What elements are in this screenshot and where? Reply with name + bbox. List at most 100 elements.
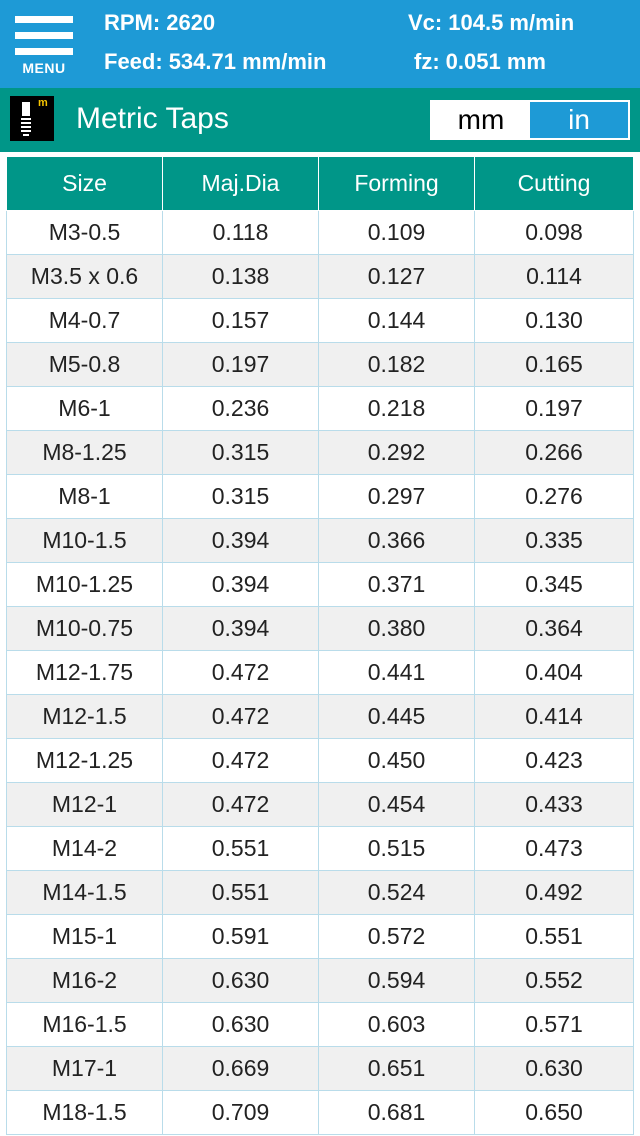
cell-forming: 0.651 — [318, 1046, 475, 1091]
table-row[interactable]: M3-0.5 0.118 0.109 0.098 — [6, 210, 634, 255]
cell-forming: 0.441 — [318, 650, 475, 695]
cell-forming: 0.127 — [318, 254, 475, 299]
cell-forming: 0.182 — [318, 342, 475, 387]
tap-icon-letter: m — [38, 97, 48, 109]
page-title: Metric Taps — [76, 102, 229, 135]
table-row[interactable]: M4-0.7 0.157 0.144 0.130 — [6, 298, 634, 343]
cell-size: M8-1 — [6, 474, 163, 519]
cell-maj-dia: 0.118 — [162, 210, 319, 255]
cell-cutting: 0.114 — [474, 254, 634, 299]
cell-cutting: 0.492 — [474, 870, 634, 915]
cell-forming: 0.572 — [318, 914, 475, 959]
cell-size: M8-1.25 — [6, 430, 163, 475]
tap-shank — [22, 102, 30, 116]
cell-size: M3.5 x 0.6 — [6, 254, 163, 299]
cell-cutting: 0.551 — [474, 914, 634, 959]
table-row[interactable]: M18-1.5 0.709 0.681 0.650 — [6, 1090, 634, 1135]
cell-maj-dia: 0.394 — [162, 606, 319, 651]
cell-cutting: 0.433 — [474, 782, 634, 827]
cell-cutting: 0.165 — [474, 342, 634, 387]
hamburger-icon — [15, 16, 73, 23]
cell-maj-dia: 0.236 — [162, 386, 319, 431]
table-row[interactable]: M12-1.5 0.472 0.445 0.414 — [6, 694, 634, 739]
cell-size: M10-0.75 — [6, 606, 163, 651]
table-row[interactable]: M5-0.8 0.197 0.182 0.165 — [6, 342, 634, 387]
cell-maj-dia: 0.394 — [162, 562, 319, 607]
cell-size: M14-1.5 — [6, 870, 163, 915]
cell-forming: 0.515 — [318, 826, 475, 871]
cell-size: M18-1.5 — [6, 1090, 163, 1135]
table-row[interactable]: M10-1.5 0.394 0.366 0.335 — [6, 518, 634, 563]
cell-maj-dia: 0.472 — [162, 650, 319, 695]
table-row[interactable]: M14-1.5 0.551 0.524 0.492 — [6, 870, 634, 915]
metric-taps-table: Size Maj.Dia Forming Cutting M3-0.5 0.118… — [6, 156, 634, 1135]
table-row[interactable]: M3.5 x 0.6 0.138 0.127 0.114 — [6, 254, 634, 299]
cell-cutting: 0.335 — [474, 518, 634, 563]
cell-forming: 0.454 — [318, 782, 475, 827]
table-row[interactable]: M10-0.75 0.394 0.380 0.364 — [6, 606, 634, 651]
rpm-label: RPM: — [104, 10, 161, 35]
unit-option-in[interactable]: in — [530, 102, 628, 138]
table-row[interactable]: M8-1.25 0.315 0.292 0.266 — [6, 430, 634, 475]
column-header-cutting[interactable]: Cutting — [474, 156, 634, 211]
cell-size: M5-0.8 — [6, 342, 163, 387]
cell-cutting: 0.423 — [474, 738, 634, 783]
vc-readout: Vc: 104.5 m/min — [408, 10, 574, 36]
cell-size: M12-1.5 — [6, 694, 163, 739]
cell-size: M3-0.5 — [6, 210, 163, 255]
cell-maj-dia: 0.630 — [162, 958, 319, 1003]
cell-cutting: 0.364 — [474, 606, 634, 651]
cell-forming: 0.450 — [318, 738, 475, 783]
cell-forming: 0.292 — [318, 430, 475, 475]
table-row[interactable]: M12-1.75 0.472 0.441 0.404 — [6, 650, 634, 695]
tap-thread — [21, 126, 31, 128]
cell-cutting: 0.630 — [474, 1046, 634, 1091]
cell-maj-dia: 0.394 — [162, 518, 319, 563]
column-header-size[interactable]: Size — [6, 156, 163, 211]
cell-size: M4-0.7 — [6, 298, 163, 343]
cell-size: M16-2 — [6, 958, 163, 1003]
table-row[interactable]: M17-1 0.669 0.651 0.630 — [6, 1046, 634, 1091]
cell-maj-dia: 0.315 — [162, 430, 319, 475]
table-row[interactable]: M16-1.5 0.630 0.603 0.571 — [6, 1002, 634, 1047]
cell-cutting: 0.130 — [474, 298, 634, 343]
vc-label: Vc: — [408, 10, 443, 35]
cell-maj-dia: 0.630 — [162, 1002, 319, 1047]
table-row[interactable]: M12-1 0.472 0.454 0.433 — [6, 782, 634, 827]
menu-label: MENU — [22, 60, 66, 76]
table-row[interactable]: M6-1 0.236 0.218 0.197 — [6, 386, 634, 431]
cell-size: M6-1 — [6, 386, 163, 431]
cell-size: M12-1 — [6, 782, 163, 827]
cell-cutting: 0.345 — [474, 562, 634, 607]
table-row[interactable]: M8-1 0.315 0.297 0.276 — [6, 474, 634, 519]
cell-forming: 0.603 — [318, 1002, 475, 1047]
table-row[interactable]: M15-1 0.591 0.572 0.551 — [6, 914, 634, 959]
cell-forming: 0.524 — [318, 870, 475, 915]
tap-thread — [21, 118, 31, 120]
column-header-maj-dia[interactable]: Maj.Dia — [162, 156, 319, 211]
cell-cutting: 0.266 — [474, 430, 634, 475]
column-header-forming[interactable]: Forming — [318, 156, 475, 211]
cell-cutting: 0.473 — [474, 826, 634, 871]
cell-maj-dia: 0.669 — [162, 1046, 319, 1091]
cell-forming: 0.109 — [318, 210, 475, 255]
fz-value: 0.051 mm — [445, 49, 546, 74]
cell-forming: 0.594 — [318, 958, 475, 1003]
table-row[interactable]: M10-1.25 0.394 0.371 0.345 — [6, 562, 634, 607]
cell-forming: 0.681 — [318, 1090, 475, 1135]
unit-option-mm[interactable]: mm — [432, 102, 530, 138]
table-row[interactable]: M16-2 0.630 0.594 0.552 — [6, 958, 634, 1003]
cell-maj-dia: 0.591 — [162, 914, 319, 959]
cell-size: M10-1.5 — [6, 518, 163, 563]
menu-button[interactable]: MENU — [10, 12, 76, 76]
cell-forming: 0.371 — [318, 562, 475, 607]
cell-size: M12-1.25 — [6, 738, 163, 783]
table-row[interactable]: M14-2 0.551 0.515 0.473 — [6, 826, 634, 871]
cell-forming: 0.366 — [318, 518, 475, 563]
feed-value: 534.71 mm/min — [168, 49, 327, 74]
cell-maj-dia: 0.197 — [162, 342, 319, 387]
cell-size: M12-1.75 — [6, 650, 163, 695]
cell-maj-dia: 0.709 — [162, 1090, 319, 1135]
table-row[interactable]: M12-1.25 0.472 0.450 0.423 — [6, 738, 634, 783]
cell-maj-dia: 0.472 — [162, 782, 319, 827]
